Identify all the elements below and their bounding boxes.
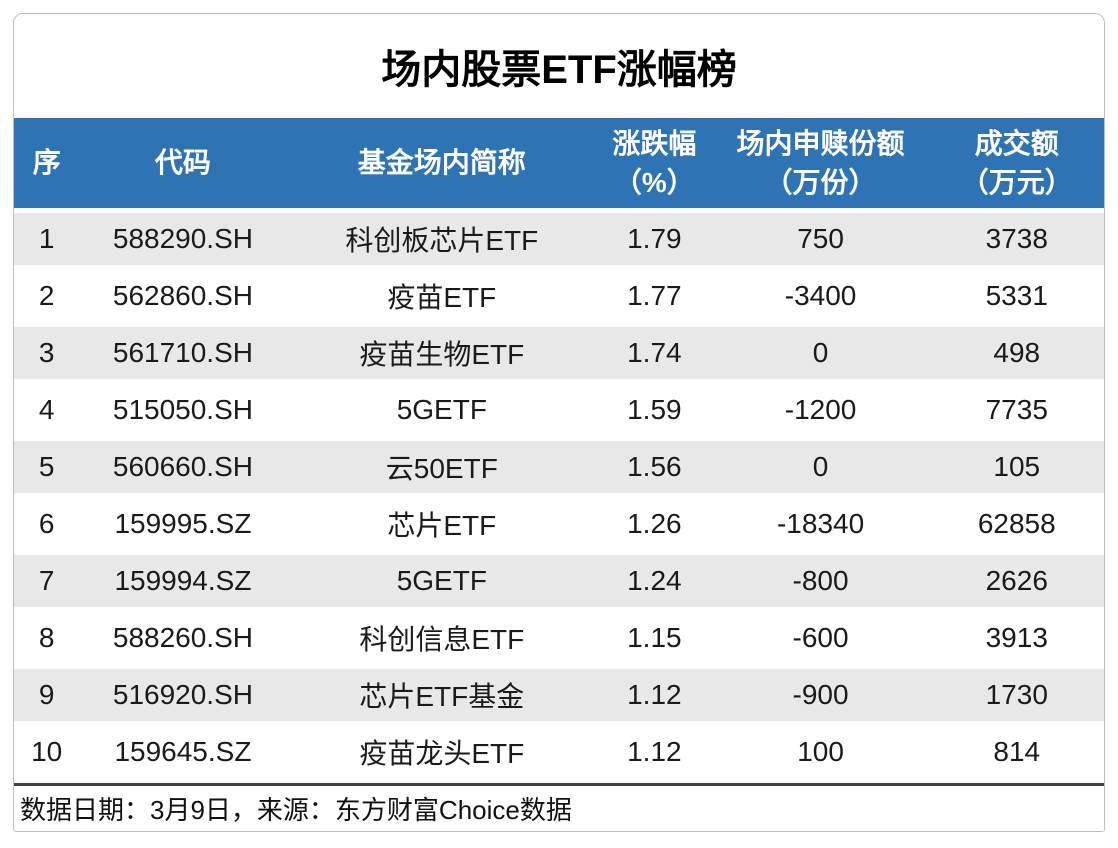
table-cell: -800 bbox=[792, 565, 849, 596]
table-row: 9 516920.SH 芯片ETF基金 1.12 -900 1730 bbox=[14, 669, 1104, 721]
table-cell: 1.56 bbox=[627, 451, 682, 482]
table-cell: 159645.SZ bbox=[114, 736, 252, 767]
table-footer: 数据日期：3月9日，来源：东方财富Choice数据 bbox=[14, 783, 1104, 831]
column-header-2: 基金场内简称 bbox=[286, 118, 597, 208]
table-cell: 1.12 bbox=[627, 679, 682, 710]
table-cell: 科创板芯片ETF bbox=[345, 225, 539, 256]
table-cell: 3913 bbox=[985, 622, 1048, 653]
column-header-0: 序 bbox=[14, 118, 79, 208]
table-cell: 9 bbox=[38, 679, 55, 710]
table-cell: 疫苗ETF bbox=[387, 282, 497, 313]
column-label: 基金场内简称 bbox=[357, 147, 526, 179]
table-cell: 814 bbox=[993, 736, 1041, 767]
table-cell: 1.77 bbox=[627, 280, 682, 311]
title-area: 场内股票ETF涨幅榜 bbox=[14, 14, 1104, 118]
table-cell: 1.26 bbox=[627, 508, 682, 539]
table-row: 5 560660.SH 云50ETF 1.56 0 105 bbox=[14, 441, 1104, 493]
table-cell: 5GETF bbox=[396, 565, 487, 596]
table-cell: 芯片ETF基金 bbox=[359, 681, 525, 712]
table-cell: 516920.SH bbox=[112, 679, 253, 710]
data-source-note: 数据日期：3月9日，来源：东方财富Choice数据 bbox=[20, 795, 572, 825]
table-cell: 5331 bbox=[985, 280, 1048, 311]
table-row: 7 159994.SZ 5GETF 1.24 -800 2626 bbox=[14, 555, 1104, 607]
column-header-4: 场内申赎份额 （万份） bbox=[712, 118, 930, 208]
table-cell: 7735 bbox=[985, 394, 1048, 425]
table-cell: 159995.SZ bbox=[114, 508, 252, 539]
table-row: 3 561710.SH 疫苗生物ETF 1.74 0 498 bbox=[14, 327, 1104, 379]
page-title: 场内股票ETF涨幅榜 bbox=[381, 48, 737, 92]
table-cell: 1.79 bbox=[627, 223, 682, 254]
table-cell: 4 bbox=[38, 394, 55, 425]
column-label: 成交额 bbox=[974, 127, 1059, 159]
table-cell: 1.15 bbox=[627, 622, 682, 653]
table-body: 1 588290.SH 科创板芯片ETF 1.79 750 3738 2 562860.SH 疫… bbox=[14, 208, 1104, 778]
table-cell: 3738 bbox=[985, 223, 1048, 254]
table-cell: 1730 bbox=[985, 679, 1048, 710]
table-cell: 562860.SH bbox=[112, 280, 253, 311]
table-header-row: 序 代码 基金场内简称 涨跌幅 （%） 场内申赎份额 （万份） 成交额 （万元） bbox=[14, 118, 1104, 208]
table-cell: 1.74 bbox=[627, 337, 682, 368]
table-cell: 2 bbox=[38, 280, 55, 311]
table-row: 2 562860.SH 疫苗ETF 1.77 -3400 5331 bbox=[14, 270, 1104, 322]
table-cell: 750 bbox=[797, 223, 844, 254]
table-row: 1 588290.SH 科创板芯片ETF 1.79 750 3738 bbox=[14, 213, 1104, 265]
table-cell: 疫苗龙头ETF bbox=[359, 738, 525, 769]
table-cell: 561710.SH bbox=[112, 337, 253, 368]
table-cell: 159994.SZ bbox=[114, 565, 252, 596]
table-row: 10 159645.SZ 疫苗龙头ETF 1.12 100 814 bbox=[14, 726, 1104, 778]
column-label: 序 bbox=[32, 147, 61, 179]
table-cell: -18340 bbox=[776, 508, 865, 539]
table-cell: 1.12 bbox=[627, 736, 682, 767]
table-cell: 3 bbox=[38, 337, 55, 368]
column-header-5: 成交额 （万元） bbox=[930, 118, 1104, 208]
column-label: 涨跌幅 bbox=[612, 127, 697, 159]
table-cell: 5 bbox=[38, 451, 55, 482]
table-row: 6 159995.SZ 芯片ETF 1.26 -18340 62858 bbox=[14, 498, 1104, 550]
table-cell: 498 bbox=[993, 337, 1041, 368]
table-cell: 560660.SH bbox=[112, 451, 253, 482]
column-unit: （万份） bbox=[764, 167, 877, 198]
column-header-3: 涨跌幅 （%） bbox=[597, 118, 711, 208]
table-cell: 588260.SH bbox=[112, 622, 253, 653]
table-row: 4 515050.SH 5GETF 1.59 -1200 7735 bbox=[14, 384, 1104, 436]
table-cell: 588290.SH bbox=[112, 223, 253, 254]
etf-table-card: 场内股票ETF涨幅榜 序 代码 基金场内简称 涨跌幅 （%） 场内申赎份额 （万份） 成交额 （… bbox=[13, 13, 1105, 832]
table-cell: 10 bbox=[31, 736, 63, 767]
column-unit: （万元） bbox=[960, 167, 1073, 198]
table-cell: 1.59 bbox=[627, 394, 682, 425]
table-cell: 6 bbox=[38, 508, 55, 539]
table-cell: -900 bbox=[792, 679, 849, 710]
column-unit: （%） bbox=[613, 167, 695, 198]
table-row: 8 588260.SH 科创信息ETF 1.15 -600 3913 bbox=[14, 612, 1104, 664]
table-cell: 515050.SH bbox=[112, 394, 253, 425]
column-label: 场内申赎份额 bbox=[736, 127, 905, 159]
table-cell: 5GETF bbox=[396, 394, 487, 425]
table-cell: 科创信息ETF bbox=[359, 624, 525, 655]
table-cell: 62858 bbox=[977, 508, 1056, 539]
table-cell: 疫苗生物ETF bbox=[359, 339, 525, 370]
table-cell: 1 bbox=[38, 223, 55, 254]
table-cell: 105 bbox=[993, 451, 1041, 482]
table-cell: 0 bbox=[812, 451, 829, 482]
table-cell: -600 bbox=[792, 622, 849, 653]
column-header-1: 代码 bbox=[79, 118, 286, 208]
table-cell: -3400 bbox=[784, 280, 857, 311]
column-label: 代码 bbox=[154, 147, 211, 179]
table-cell: 芯片ETF bbox=[387, 510, 497, 541]
table-cell: 8 bbox=[38, 622, 55, 653]
table-cell: 7 bbox=[38, 565, 55, 596]
table-cell: 2626 bbox=[985, 565, 1048, 596]
table-cell: 0 bbox=[812, 337, 829, 368]
table-cell: 100 bbox=[797, 736, 844, 767]
table-cell: 1.24 bbox=[627, 565, 682, 596]
table-cell: 云50ETF bbox=[385, 453, 498, 484]
table-cell: -1200 bbox=[784, 394, 857, 425]
